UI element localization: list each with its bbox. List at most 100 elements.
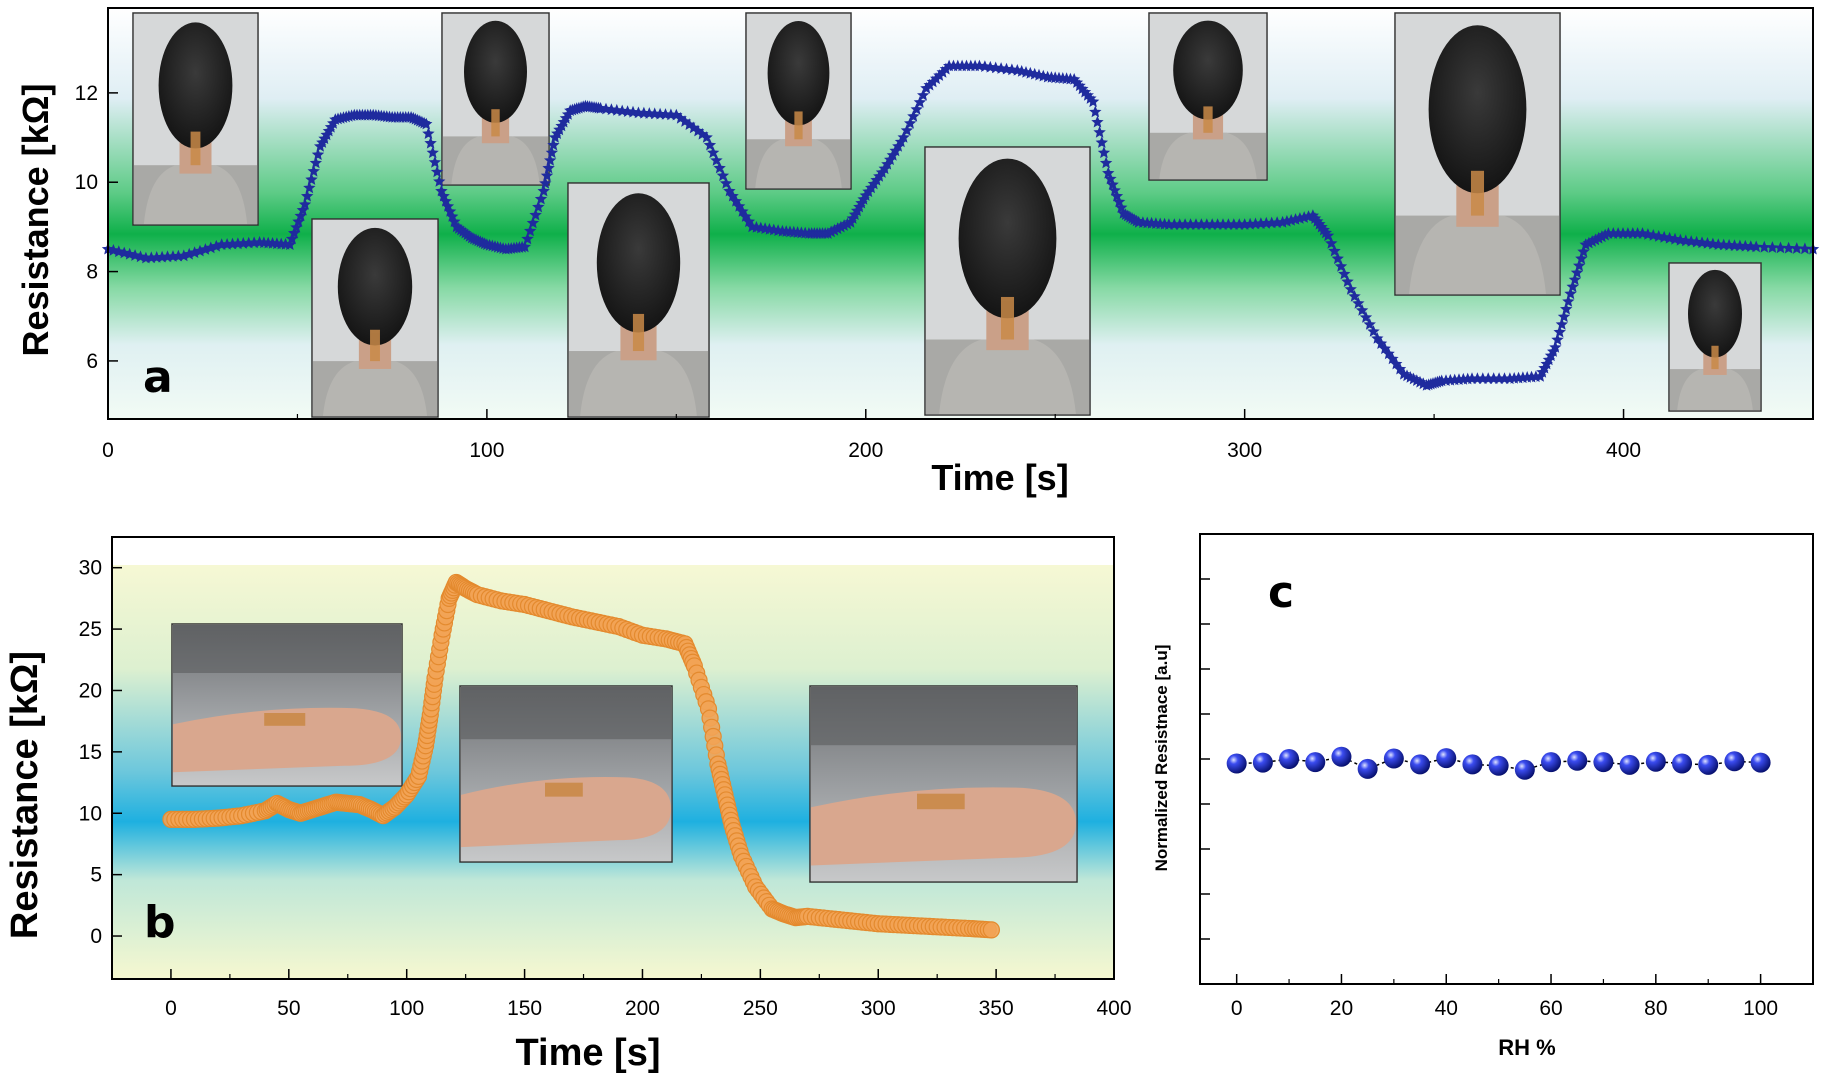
data-point xyxy=(936,66,949,78)
data-point xyxy=(907,110,920,122)
data-point xyxy=(1589,233,1602,246)
photo-image xyxy=(926,148,1089,414)
data-point xyxy=(1089,105,1102,118)
photo-image xyxy=(1150,14,1266,180)
axis-b-ylabel: Resistance [kΩ] xyxy=(4,651,46,939)
data-point xyxy=(1567,750,1588,771)
data-point xyxy=(1462,754,1483,775)
x-tick-label: 50 xyxy=(277,997,300,1020)
y-tick-label: 5 xyxy=(90,864,102,887)
photo-insets-b xyxy=(171,623,1078,883)
y-tick-label: 30 xyxy=(79,557,102,580)
data-point xyxy=(1592,231,1605,244)
data-point xyxy=(920,81,933,94)
data-point xyxy=(1782,241,1795,254)
data-point xyxy=(540,169,554,182)
data-point xyxy=(1095,136,1108,148)
data-point xyxy=(821,227,835,239)
x-tick-label: 20 xyxy=(1330,997,1353,1020)
y-tick-label: 8 xyxy=(86,261,98,284)
knee-bend-photo xyxy=(459,685,673,863)
data-point xyxy=(913,96,927,108)
data-point xyxy=(420,117,433,130)
axes-b: 0 50 100 150 200 250 300 350 400 0 5 10 15 20 25 30 xyxy=(79,557,1132,1020)
data-point xyxy=(1599,228,1612,241)
data-point xyxy=(424,136,437,149)
data-point xyxy=(926,75,940,88)
data-point xyxy=(1582,236,1596,249)
data-point xyxy=(1758,240,1771,253)
x-tick-label: 0 xyxy=(165,997,177,1020)
x-tick-label: 40 xyxy=(1435,997,1458,1020)
data-point xyxy=(534,192,548,205)
data-point xyxy=(545,146,558,159)
data-point xyxy=(294,209,307,222)
data-point xyxy=(930,72,943,85)
data-point xyxy=(939,62,953,75)
data-point xyxy=(900,124,914,136)
wrist-fist-photo xyxy=(809,685,1078,883)
y-tick-label: 10 xyxy=(75,171,98,194)
data-point xyxy=(1086,95,1100,108)
x-tick-label: 100 xyxy=(1743,997,1778,1020)
data-point xyxy=(1570,266,1584,279)
panel-a: 0 100 200 300 400 6 8 10 12 a Time [s] Resistanc… xyxy=(15,7,1820,498)
data-point xyxy=(1436,748,1457,769)
data-point xyxy=(841,217,854,230)
data-point xyxy=(529,208,542,221)
photo-image xyxy=(1396,14,1559,294)
data-point xyxy=(428,155,442,168)
y-tick-label: 6 xyxy=(86,350,98,373)
data-point xyxy=(1575,252,1588,265)
data-point xyxy=(1593,752,1614,773)
data-point xyxy=(1514,759,1535,780)
data-point xyxy=(532,200,545,213)
data-point xyxy=(307,164,320,177)
data-point xyxy=(923,78,936,91)
neck-front-1-photo xyxy=(132,12,259,226)
photo-image xyxy=(313,220,437,416)
data-point xyxy=(1766,241,1779,253)
data-point xyxy=(910,103,923,115)
data-point xyxy=(430,165,444,178)
data-point xyxy=(518,240,531,253)
data-point xyxy=(1093,125,1106,138)
photo-image xyxy=(1670,264,1760,410)
panel-c: 0 20 40 60 80 100 c RH % Normalized Resistnac… xyxy=(1152,533,1814,1060)
data-point xyxy=(837,219,851,231)
axes-a: 0 100 200 300 400 6 8 10 12 xyxy=(75,82,1641,462)
data-point xyxy=(1557,310,1571,323)
data-point xyxy=(433,175,446,187)
data-point xyxy=(1790,242,1803,254)
data-point xyxy=(539,177,552,189)
photo-image xyxy=(811,687,1076,881)
data-point xyxy=(828,223,841,236)
data-point xyxy=(544,154,557,166)
x-tick-label: 0 xyxy=(1231,997,1243,1020)
neck-bend-down-photo xyxy=(924,146,1091,416)
data-point xyxy=(904,117,917,129)
photo-image xyxy=(173,625,401,785)
photo-image xyxy=(747,14,850,188)
data-point xyxy=(897,131,910,143)
y-tick-label: 20 xyxy=(79,679,102,702)
data-point xyxy=(521,232,534,245)
axes-c: 0 20 40 60 80 100 xyxy=(1200,578,1778,1020)
data-point xyxy=(1331,746,1352,767)
y-tick-label: 10 xyxy=(79,802,102,825)
neck-bend-back-photo xyxy=(1394,12,1561,296)
photo-insets-a xyxy=(132,12,1762,418)
data-point xyxy=(1252,752,1273,773)
data-point xyxy=(917,88,930,101)
series-a xyxy=(101,59,1820,391)
data-point xyxy=(301,189,314,202)
data-point xyxy=(1774,241,1787,254)
axis-c-xlabel: RH % xyxy=(1498,1035,1555,1060)
data-point xyxy=(1562,295,1575,307)
y-tick-label: 12 xyxy=(75,82,98,105)
data-point xyxy=(1595,230,1609,243)
data-point xyxy=(1560,302,1573,315)
data-point xyxy=(1577,245,1590,258)
data-point xyxy=(1573,259,1586,272)
data-point xyxy=(426,146,439,159)
